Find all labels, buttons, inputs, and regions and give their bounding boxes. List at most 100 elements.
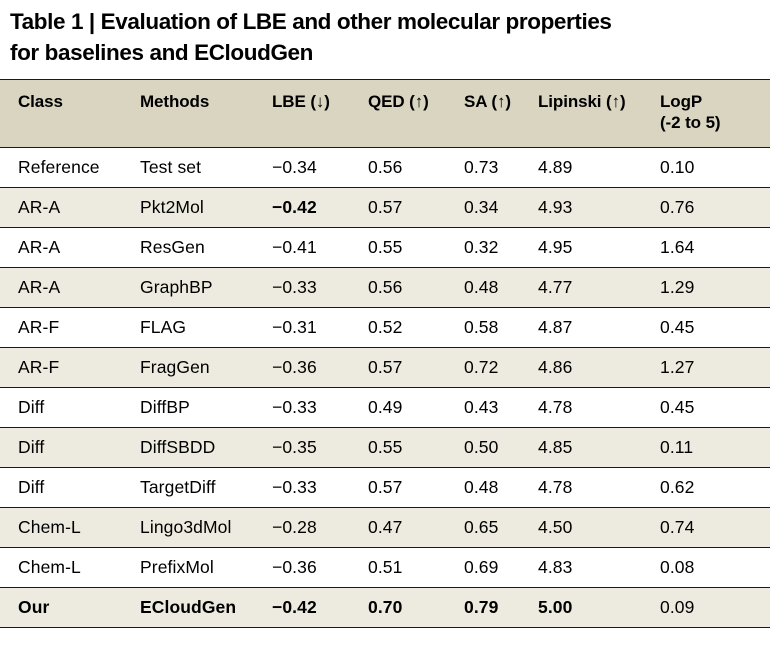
table-cell: 0.45 [660,397,695,417]
table-cell: 4.83 [538,557,573,577]
table-cell: GraphBP [140,277,213,297]
table-title-line-2: for baselines and ECloudGen [10,40,314,65]
table-cell: −0.42 [272,197,317,217]
table-cell: −0.33 [272,477,317,497]
table-cell: 0.45 [660,317,695,337]
table-cell: 4.87 [538,317,573,337]
table-cell: 0.57 [368,357,403,377]
table-cell: Test set [140,157,202,177]
table-cell: 0.58 [464,317,499,337]
table-cell: −0.28 [272,517,317,537]
table-cell: −0.41 [272,237,317,257]
table-cell: 0.79 [464,597,499,617]
table-cell: −0.35 [272,437,317,457]
table-cell: 0.47 [368,517,403,537]
table-cell: −0.33 [272,397,317,417]
table-cell: 0.57 [368,197,403,217]
table-cell: 0.11 [660,437,694,457]
table-cell: 0.56 [368,277,403,297]
table-cell: 0.74 [660,517,695,537]
column-header: Class [18,92,63,111]
table-cell: −0.31 [272,317,317,337]
table-cell: 0.32 [464,237,499,257]
table-cell: Chem-L [18,517,81,537]
table-cell: 1.27 [660,357,695,377]
table-cell: 0.76 [660,197,695,217]
column-header: LBE (↓) [272,92,330,111]
table-cell: Diff [18,477,45,497]
table-cell: Lingo3dMol [140,517,232,537]
table-cell: 0.73 [464,157,499,177]
table-cell: ECloudGen [140,597,237,617]
table-row: Our ECloudGen −0.42 0.70 0.79 5.00 0.09 [0,588,770,628]
table-cell: Pkt2Mol [140,197,204,217]
column-header-subline: (-2 to 5) [660,113,721,132]
table-cell: 0.48 [464,477,499,497]
table-row: AR-A GraphBP −0.33 0.56 0.48 4.77 1.29 [0,268,770,308]
table-cell: 4.86 [538,357,573,377]
column-header: SA (↑) [464,92,511,111]
table-cell: AR-A [18,237,61,257]
table-cell: Diff [18,437,45,457]
table-row: Diff DiffBP −0.33 0.49 0.43 4.78 0.45 [0,388,770,428]
table-cell: FragGen [140,357,210,377]
evaluation-table: Class Methods LBE (↓) QED (↑) SA (↑) Lipinski… [0,79,770,628]
table-cell: 4.95 [538,237,573,257]
column-header: Lipinski (↑) [538,92,626,111]
table-row: Diff TargetDiff −0.33 0.57 0.48 4.78 0.62 [0,468,770,508]
table-cell: 0.56 [368,157,403,177]
table-cell: DiffSBDD [140,437,216,457]
table-body: Reference Test set −0.34 0.56 0.73 4.89 0.10 AR… [0,148,770,628]
table-title: Table 1 | Evaluation of LBE and other mo… [10,6,760,68]
table-row: AR-A Pkt2Mol −0.42 0.57 0.34 4.93 0.76 [0,188,770,228]
table-cell: 0.55 [368,437,403,457]
table-cell: 0.52 [368,317,403,337]
table-cell: DiffBP [140,397,190,417]
table-cell: Chem-L [18,557,81,577]
table-cell: 0.51 [368,557,403,577]
table-cell: Reference [18,157,100,177]
table-cell: 4.50 [538,517,573,537]
table-cell: 0.09 [660,597,695,617]
table-cell: −0.36 [272,357,317,377]
table-cell: 1.64 [660,237,695,257]
table-cell: AR-A [18,277,61,297]
table-cell: Diff [18,397,45,417]
table-cell: 0.08 [660,557,695,577]
table-row: Reference Test set −0.34 0.56 0.73 4.89 0.10 [0,148,770,188]
table-cell: 1.29 [660,277,695,297]
table-row: AR-F FLAG −0.31 0.52 0.58 4.87 0.45 [0,308,770,348]
table-cell: 0.48 [464,277,499,297]
table-cell: 0.62 [660,477,695,497]
table-cell: 0.65 [464,517,499,537]
table-row: Chem-L PrefixMol −0.36 0.51 0.69 4.83 0.08 [0,548,770,588]
column-header: LogP (-2 to 5) [660,80,770,147]
table-cell: −0.33 [272,277,317,297]
table-cell: ResGen [140,237,205,257]
table-cell: 0.57 [368,477,403,497]
table-cell: 4.85 [538,437,573,457]
table-cell: TargetDiff [140,477,216,497]
table-cell: AR-F [18,317,60,337]
table-cell: FLAG [140,317,187,337]
table-header-row: Class Methods LBE (↓) QED (↑) SA (↑) Lipinski… [0,80,770,148]
table-cell: 4.78 [538,477,573,497]
table-cell: −0.34 [272,157,317,177]
table-cell: 0.43 [464,397,499,417]
table-cell: 0.10 [660,157,695,177]
column-header: Methods [140,92,210,111]
table-cell: 0.69 [464,557,499,577]
table-cell: Our [18,597,50,617]
table-cell: PrefixMol [140,557,214,577]
table-cell: 4.77 [538,277,573,297]
table-cell: 0.55 [368,237,403,257]
table-cell: AR-F [18,357,60,377]
table-cell: 4.89 [538,157,573,177]
table-cell: 0.72 [464,357,499,377]
table-row: AR-A ResGen −0.41 0.55 0.32 4.95 1.64 [0,228,770,268]
table-cell: 0.34 [464,197,499,217]
table-cell: 0.50 [464,437,499,457]
column-header: QED (↑) [368,92,429,111]
table-row: Diff DiffSBDD −0.35 0.55 0.50 4.85 0.11 [0,428,770,468]
